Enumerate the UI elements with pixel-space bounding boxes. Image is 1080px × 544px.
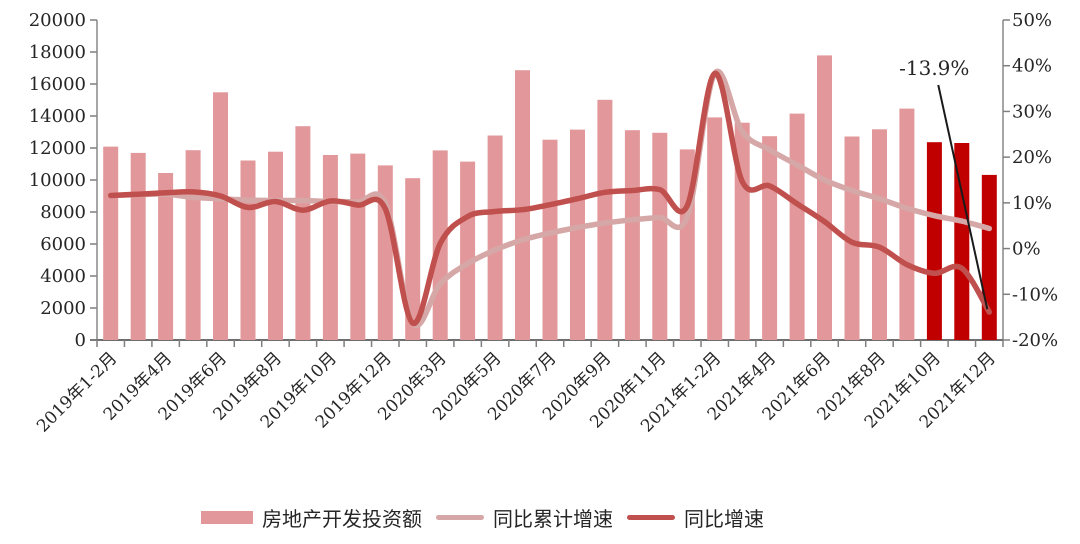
annotation-label: -13.9% [899, 56, 969, 80]
investment-bar [185, 150, 201, 340]
yoy-growth-line [107, 70, 993, 326]
left-axis-tick-label: 16000 [29, 74, 86, 95]
legend-label-yoy-growth: 同比增速 [684, 506, 764, 531]
investment-bar [707, 117, 723, 341]
investment-bar [268, 151, 283, 340]
left-axis-tick-label: 6000 [40, 234, 86, 255]
investment-bar [350, 153, 366, 340]
investment-bar [130, 152, 146, 340]
investment-bar [817, 55, 832, 341]
investment-bar [487, 135, 503, 340]
right-axis-tick-label: 50% [1012, 10, 1052, 31]
investment-bar [872, 129, 887, 340]
investment-bar [515, 70, 530, 340]
investment-bar [899, 108, 915, 340]
investment-bar-swatch [201, 510, 253, 524]
left-axis-tick-label: 10000 [29, 170, 86, 191]
left-axis-tick-label: 12000 [29, 138, 86, 159]
investment-bar [762, 136, 778, 340]
investment-bar-highlighted [954, 143, 970, 340]
investment-bar [295, 126, 311, 340]
yoy-growth-line-swatch [627, 514, 675, 520]
left-axis-tick-label: 0 [75, 330, 86, 351]
right-axis-tick-label: 30% [1012, 101, 1052, 122]
legend-label-cumulative-growth: 同比累计增速 [493, 506, 613, 531]
chart-legend: 房地产开发投资额 同比累计增速 同比增速 [0, 497, 1080, 537]
annotation-leader-line [937, 84, 989, 310]
investment-bar [405, 178, 421, 340]
right-axis-tick-label: -20% [1012, 330, 1058, 351]
investment-bar [377, 165, 393, 340]
cumulative-growth-line [107, 68, 993, 329]
investment-bar-highlighted [981, 174, 997, 340]
legend-label-investment: 房地产开发投资额 [262, 506, 422, 531]
left-axis-tick-label: 8000 [40, 202, 86, 223]
investment-bar-highlighted [926, 142, 942, 340]
investment-bar [460, 161, 476, 340]
investment-bar [570, 129, 585, 340]
investment-bar [322, 155, 338, 340]
x-axis-label: 2019年1-2月 [33, 348, 121, 436]
left-axis-tick-label: 2000 [40, 298, 86, 319]
right-axis-tick-label: 40% [1012, 56, 1052, 77]
investment-bar [789, 113, 805, 340]
right-axis-tick-label: 10% [1012, 193, 1052, 214]
left-axis-tick-label: 18000 [29, 42, 86, 63]
left-axis-tick-label: 4000 [40, 266, 86, 287]
right-axis-tick-label: 0% [1012, 239, 1041, 260]
investment-bar [542, 139, 558, 340]
investment-bar [240, 160, 256, 340]
investment-bar [597, 99, 613, 340]
legend-item-yoy-growth: 同比增速 [627, 503, 764, 532]
legend-item-cumulative-growth: 同比累计增速 [436, 503, 613, 532]
investment-bar [158, 173, 174, 340]
investment-bar [652, 132, 668, 340]
left-axis-tick-label: 14000 [29, 106, 86, 127]
investment-bar [624, 130, 640, 340]
cumulative-growth-line-swatch [436, 514, 484, 520]
investment-bar [103, 146, 119, 340]
right-axis-tick-label: 20% [1012, 147, 1052, 168]
left-axis-tick-label: 20000 [29, 10, 86, 31]
right-axis-tick-label: -10% [1012, 284, 1058, 305]
legend-item-investment: 房地产开发投资额 [201, 503, 422, 532]
chart-canvas: 0 2000 4000 6000 8000 10000 12000 14000 16000 180… [29, 10, 1058, 437]
investment-bar [213, 92, 228, 340]
